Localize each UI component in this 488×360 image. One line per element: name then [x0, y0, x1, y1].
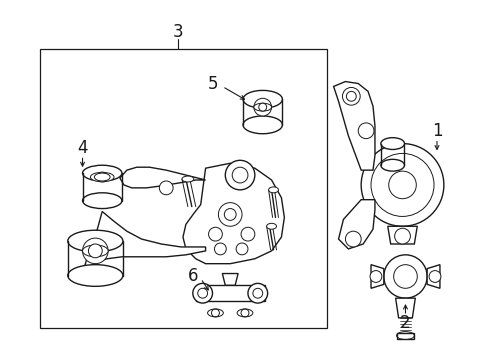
Polygon shape [333, 82, 374, 170]
Circle shape [192, 283, 212, 303]
Ellipse shape [380, 138, 404, 149]
Circle shape [361, 144, 443, 226]
Circle shape [208, 227, 222, 241]
Circle shape [383, 255, 426, 298]
Ellipse shape [82, 165, 122, 181]
Polygon shape [84, 212, 205, 275]
Polygon shape [183, 163, 284, 264]
Bar [40, 49, 326, 328]
Text: 2: 2 [399, 314, 410, 332]
Ellipse shape [266, 223, 276, 229]
Circle shape [82, 238, 108, 264]
Ellipse shape [182, 176, 193, 182]
Circle shape [225, 160, 254, 190]
Text: 5: 5 [208, 75, 218, 93]
Circle shape [214, 243, 226, 255]
Polygon shape [370, 265, 383, 288]
Ellipse shape [207, 309, 223, 317]
Ellipse shape [68, 230, 122, 252]
Circle shape [428, 271, 440, 282]
Ellipse shape [82, 193, 122, 208]
Text: 6: 6 [187, 267, 198, 285]
Circle shape [253, 98, 271, 116]
Polygon shape [120, 167, 205, 188]
Circle shape [241, 227, 254, 241]
Ellipse shape [68, 265, 122, 286]
Circle shape [369, 271, 381, 282]
Circle shape [97, 172, 107, 182]
Circle shape [394, 228, 409, 244]
Circle shape [358, 123, 373, 139]
Polygon shape [396, 333, 413, 338]
Polygon shape [222, 274, 238, 285]
Ellipse shape [94, 173, 110, 181]
Circle shape [345, 231, 361, 247]
Circle shape [159, 181, 173, 195]
Polygon shape [426, 265, 439, 288]
Polygon shape [338, 200, 374, 249]
Polygon shape [395, 298, 414, 318]
Circle shape [342, 87, 360, 105]
Text: 4: 4 [77, 139, 88, 157]
Ellipse shape [82, 245, 108, 257]
Ellipse shape [243, 116, 282, 134]
Circle shape [258, 103, 266, 111]
Ellipse shape [253, 103, 271, 111]
Ellipse shape [380, 159, 404, 171]
Circle shape [88, 244, 102, 258]
Circle shape [236, 243, 247, 255]
Circle shape [218, 203, 242, 226]
Ellipse shape [90, 172, 114, 182]
Polygon shape [195, 285, 264, 301]
Circle shape [247, 283, 267, 303]
Polygon shape [387, 226, 416, 244]
Text: 3: 3 [172, 23, 183, 41]
Ellipse shape [268, 187, 278, 193]
Ellipse shape [243, 90, 282, 108]
Ellipse shape [237, 309, 252, 317]
Text: 1: 1 [431, 122, 441, 140]
